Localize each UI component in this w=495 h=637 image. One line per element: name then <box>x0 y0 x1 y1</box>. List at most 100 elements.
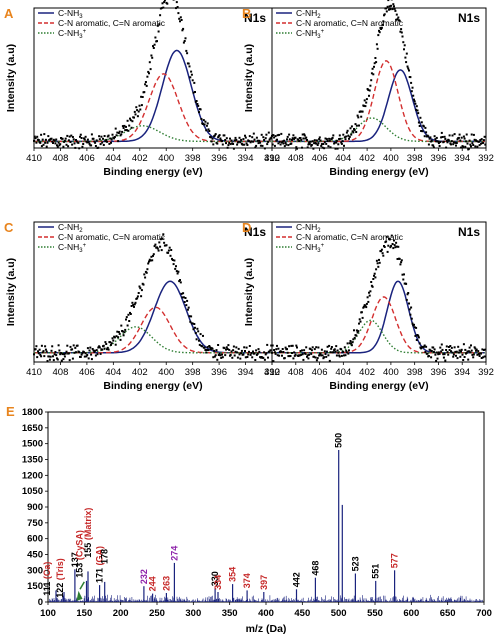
panel-letter: D <box>242 220 251 235</box>
data-point <box>322 143 325 145</box>
data-point <box>273 351 276 354</box>
data-point <box>388 238 391 241</box>
data-point <box>354 123 357 126</box>
data-point <box>217 344 220 346</box>
data-point <box>469 143 472 146</box>
data-point <box>193 81 196 84</box>
data-point <box>445 345 448 348</box>
data-point <box>34 137 37 140</box>
ms-noise <box>49 594 483 602</box>
data-point <box>41 138 44 141</box>
data-point <box>332 134 335 137</box>
data-point <box>273 349 276 351</box>
data-point <box>88 142 91 145</box>
data-point <box>353 329 355 332</box>
data-point <box>50 137 53 140</box>
data-point <box>121 130 124 133</box>
data-point <box>214 354 217 357</box>
data-point <box>203 123 206 126</box>
data-point <box>472 144 475 146</box>
y-tick-label: 1050 <box>22 486 43 497</box>
data-point <box>33 139 35 142</box>
data-point <box>54 142 57 145</box>
data-point <box>281 354 283 357</box>
data-point <box>427 135 430 138</box>
data-point <box>375 43 378 46</box>
data-point <box>237 347 240 350</box>
data-point <box>98 345 101 348</box>
peak-label-part: 137 <box>70 552 80 567</box>
data-point <box>136 115 139 118</box>
data-point <box>421 130 424 133</box>
data-point <box>186 308 189 311</box>
data-point <box>449 345 452 347</box>
data-point <box>177 270 180 273</box>
data-point <box>454 141 457 144</box>
data-point <box>235 346 238 349</box>
panel-letter: C <box>4 220 14 235</box>
data-point <box>293 354 296 357</box>
data-point <box>465 133 468 136</box>
data-point <box>448 349 451 351</box>
data-point <box>229 143 232 146</box>
data-point <box>455 354 457 357</box>
data-point <box>58 144 61 147</box>
data-point <box>233 354 236 357</box>
data-point <box>149 68 152 71</box>
peak-label-part: 397 <box>259 575 269 590</box>
data-point <box>92 137 95 140</box>
data-point <box>290 344 293 347</box>
data-point <box>54 351 57 353</box>
data-point <box>381 23 384 26</box>
peak-label-part: (GA) <box>95 546 105 566</box>
data-point <box>208 345 211 347</box>
data-point <box>255 144 258 147</box>
data-point <box>142 283 145 286</box>
data-point <box>442 353 445 356</box>
data-point <box>36 356 39 359</box>
data-point <box>126 119 129 122</box>
data-point <box>415 105 418 108</box>
data-point <box>226 348 229 350</box>
data-point <box>475 348 478 351</box>
data-point <box>363 104 365 107</box>
data-point <box>74 146 77 149</box>
data-point <box>131 301 134 304</box>
data-point <box>44 138 47 141</box>
data-point <box>266 343 269 346</box>
data-point <box>476 353 479 356</box>
data-point <box>385 240 388 243</box>
data-point <box>129 313 132 315</box>
data-point <box>316 144 319 146</box>
data-point <box>152 254 154 257</box>
data-point <box>187 306 190 309</box>
peak-label-155: 155 (Matrix) <box>83 508 93 558</box>
data-point <box>167 249 170 252</box>
data-point <box>225 348 227 351</box>
x-tick-label: 392 <box>478 367 494 378</box>
data-point <box>420 347 423 350</box>
data-point <box>415 339 418 341</box>
peak-label-374: 374 <box>242 573 252 588</box>
data-point <box>34 348 37 351</box>
data-point <box>227 144 230 147</box>
data-point <box>456 357 459 360</box>
data-point <box>71 348 74 351</box>
data-point <box>72 138 75 141</box>
data-point <box>200 118 203 120</box>
panel-title: N1s <box>458 11 480 25</box>
peak-label-part: 244 <box>148 576 158 591</box>
data-point <box>398 19 401 22</box>
data-point <box>257 348 260 351</box>
x-tick-label: 400 <box>158 367 174 378</box>
data-point <box>365 302 368 305</box>
data-point <box>426 352 429 355</box>
data-point <box>313 142 316 145</box>
data-point <box>291 138 293 141</box>
x-tick-label: 398 <box>407 367 423 378</box>
data-point <box>265 352 268 355</box>
data-point <box>365 306 368 309</box>
data-point <box>59 143 62 146</box>
data-point <box>284 142 287 144</box>
data-point <box>186 299 189 302</box>
